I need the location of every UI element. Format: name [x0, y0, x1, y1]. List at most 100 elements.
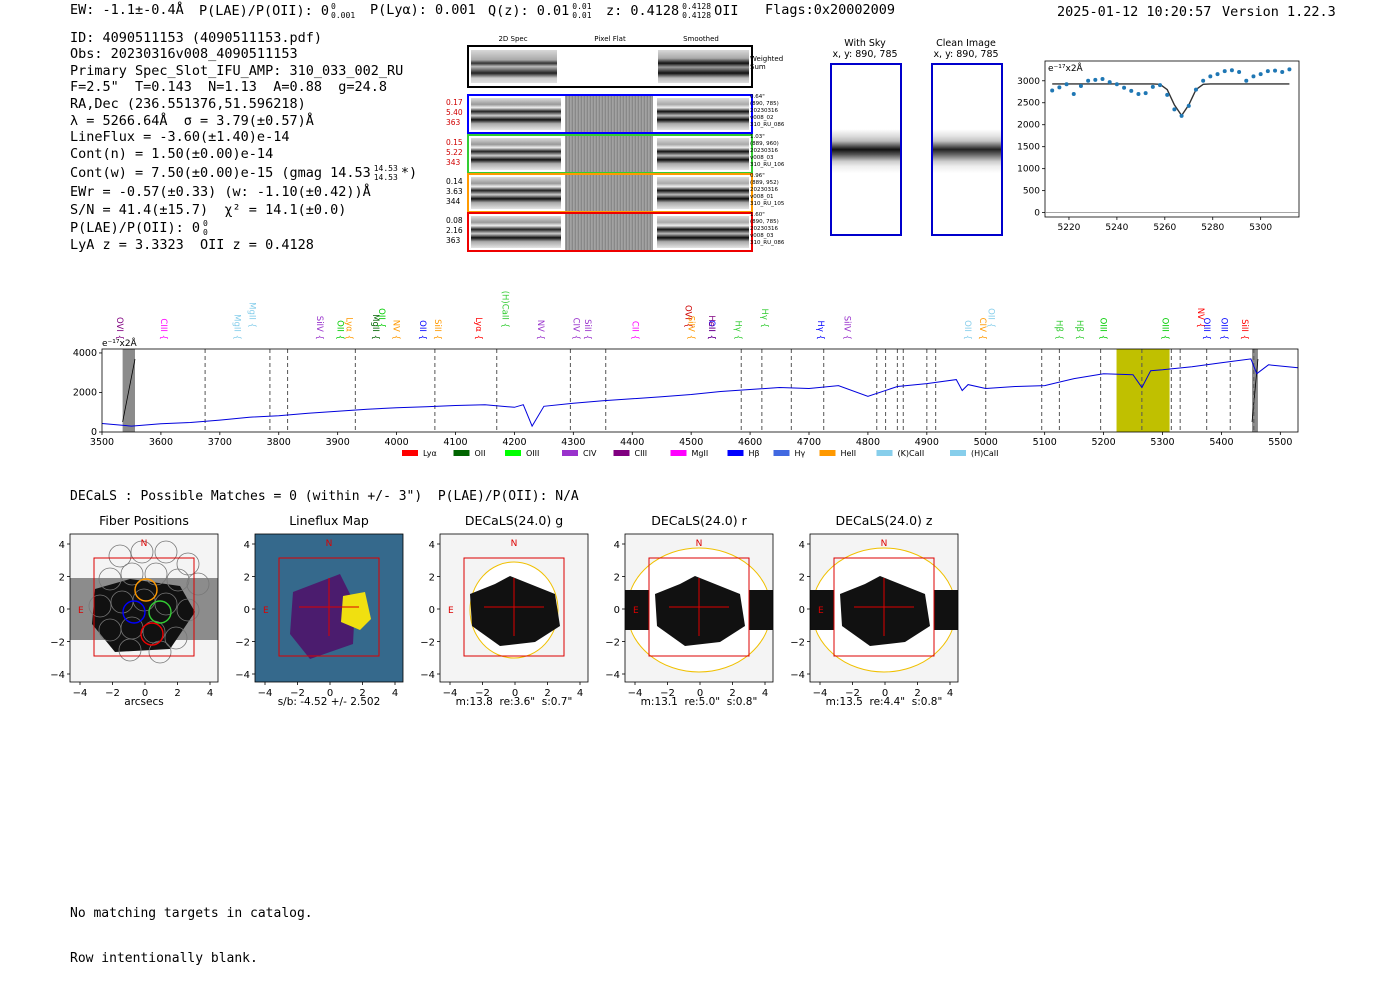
fiber-circle — [132, 588, 156, 612]
lineflux-peak — [341, 592, 371, 630]
zoom-ytick-label: 500 — [1023, 187, 1040, 197]
cutout-stat: 363 — [446, 236, 461, 245]
decals-source-blob — [470, 576, 560, 646]
decals-panel: N E −4 4 −2 2 0 0 2 −2 4 −4 — [235, 533, 404, 699]
legend-swatch — [727, 450, 744, 456]
zoom-xtick-label: 5300 — [1249, 223, 1272, 230]
zoom-ytick-label: 2500 — [1017, 99, 1040, 109]
cutout-smoothed — [657, 177, 749, 209]
east-label: E — [633, 606, 639, 616]
decals-ytick-label: 0 — [59, 605, 65, 616]
aperture-box — [463, 557, 565, 657]
cutout-row-stats: 0.08 2.16 363 — [446, 216, 463, 246]
decals-source-wing-left — [625, 590, 649, 630]
clean-image-title: Clean Image x, y: 890, 785 — [926, 38, 1006, 60]
info-slot: Primary Spec_Slot_IFU_AMP: 310_033_002_R… — [70, 62, 404, 79]
cutout-stat: 0.14 — [446, 177, 463, 186]
decals-frame — [254, 533, 404, 683]
lineflux-dark-region — [290, 574, 355, 659]
full-xtick-label: 4400 — [620, 437, 644, 448]
aperture-box — [648, 557, 750, 657]
spectrum-flux-line — [101, 358, 1299, 428]
decals-panel-title: DECaLS(24.0) r — [651, 513, 747, 528]
info-contw-text: Cont(w) = 7.50(±0.00)e-15 (gmag 14.53 — [70, 165, 371, 182]
full-xtick-label: 3600 — [149, 437, 173, 448]
cutout-row-meta: 1.60" (890, 785) 20230316 v008_03 310_RU… — [750, 212, 785, 246]
info-id: ID: 4090511153 (4090511153.pdf) — [70, 30, 322, 46]
header-qz-sub: 0.01 — [572, 11, 592, 20]
info-plae-text: P(LAE)/P(OII): 0 — [70, 220, 201, 237]
info-sn: S/N = 41.4(±15.7) χ² = 14.1(±0.0) — [70, 201, 347, 218]
decals-source-blob — [840, 576, 930, 646]
shaded-region — [1116, 349, 1170, 432]
decals-xtick-label: 4 — [577, 688, 583, 699]
decals-frame — [439, 533, 589, 683]
info-contw-end: *) — [400, 165, 418, 182]
fiber-circle — [130, 540, 154, 564]
spectral-line-label: OII { — [706, 320, 716, 340]
cutout-smoothed — [657, 138, 749, 170]
north-label: N — [511, 539, 518, 549]
decals-xtick-label: −2 — [845, 688, 860, 699]
cutout-smoothed — [657, 98, 749, 130]
zoom-data-point — [1215, 72, 1220, 77]
header-plae-sup: 0 — [331, 2, 336, 11]
full-xtick-label: 4200 — [502, 437, 526, 448]
info-lineflux: LineFlux = -3.60(±1.40)e-14 — [70, 129, 290, 146]
zoom-data-point — [1222, 69, 1227, 74]
decals-xtick-label: −4 — [813, 688, 828, 699]
decals-panel-title: Fiber Positions — [99, 513, 189, 528]
full-xtick-label: 4300 — [561, 437, 585, 448]
decals-ytick-label: 0 — [244, 605, 250, 616]
zoom-data-point — [1280, 69, 1285, 74]
footer: No matching targets in catalog. Row inte… — [70, 876, 313, 981]
info-plae-sub: 0 — [203, 228, 208, 238]
fiber-circle — [154, 540, 178, 564]
decals-panel-caption: arcsecs — [124, 696, 164, 708]
fiber-circle — [176, 598, 200, 622]
cutout-2dspec — [471, 98, 561, 130]
zoom-data-point — [1158, 83, 1163, 88]
cutout-smoothed — [657, 216, 749, 248]
decals-xtick-label: 2 — [174, 688, 180, 699]
aperture-box — [833, 557, 935, 657]
cutout-2dspec — [471, 138, 561, 170]
decals-ytick-label: 2 — [244, 573, 250, 584]
full-xtick-label: 5100 — [1033, 437, 1057, 448]
spectral-line-label: OIII { — [1218, 318, 1228, 340]
spectral-line-label: MgII { — [232, 314, 242, 340]
zoom-data-point — [1093, 77, 1098, 82]
decals-ytick-label: −4 — [790, 670, 805, 681]
spectral-line-label: SiIV { — [685, 316, 695, 340]
spectral-line-label: NV { — [1195, 308, 1205, 328]
decals-xtick-label: −2 — [660, 688, 675, 699]
north-label: N — [141, 539, 148, 549]
zoom-data-point — [1186, 103, 1191, 108]
col-header-pixelflat: Pixel Flat — [594, 35, 626, 43]
decals-xtick-label: 2 — [914, 688, 920, 699]
footer-line-1: No matching targets in catalog. — [70, 906, 313, 921]
cutout-stat: 0.15 — [446, 138, 463, 147]
zoom-data-point — [1229, 68, 1234, 73]
spectral-line-label: OII { — [962, 320, 972, 340]
decals-xtick-label: 2 — [359, 688, 365, 699]
weighted-2dspec — [471, 50, 557, 83]
fiber-highlight-circle — [134, 578, 158, 602]
fiber-circle — [118, 638, 142, 662]
cutout-row-stats: 0.15 5.22 343 — [446, 138, 463, 168]
cutout-pixelflat — [565, 136, 653, 172]
header-plae-sub: 0.001 — [331, 11, 356, 20]
north-label: N — [881, 539, 888, 549]
zoom-data-point — [1172, 107, 1177, 112]
zoom-ytick-label: 2000 — [1017, 121, 1040, 131]
legend-swatch — [819, 450, 836, 456]
zoom-data-point — [1078, 84, 1083, 89]
zoom-data-point — [1086, 78, 1091, 83]
zoom-data-point — [1071, 91, 1076, 96]
legend-swatch — [402, 450, 418, 456]
decals-xtick-label: −2 — [475, 688, 490, 699]
decals-xtick-label: −4 — [443, 688, 458, 699]
legend-label: CIII — [635, 449, 648, 458]
decals-ytick-label: −2 — [50, 638, 65, 649]
decals-ytick-label: −2 — [235, 638, 250, 649]
